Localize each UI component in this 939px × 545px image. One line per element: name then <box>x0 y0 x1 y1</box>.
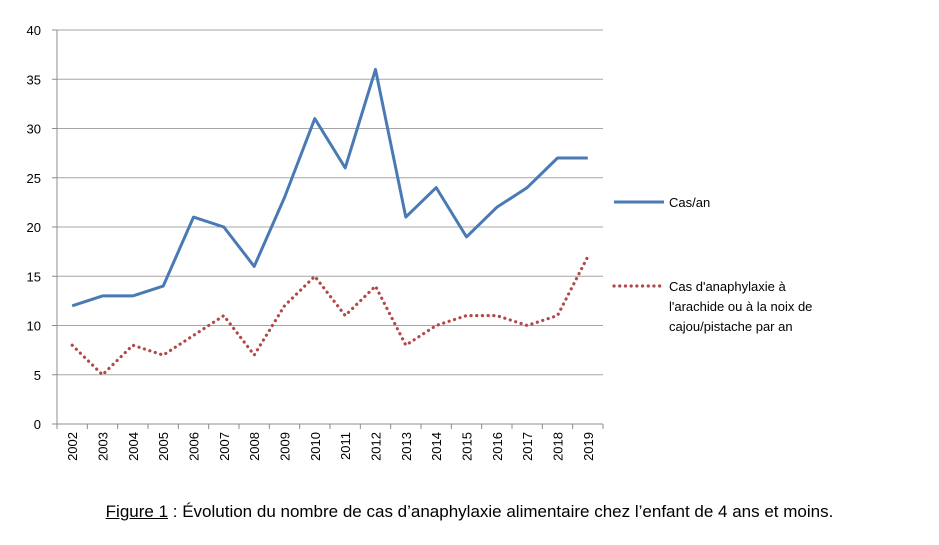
series-line-1 <box>71 67 588 308</box>
gridlines <box>57 29 603 376</box>
legend: Cas/an Cas d'anaphylaxie à l'arachide ou à… <box>612 195 812 334</box>
x-tick-label: 2005 <box>156 432 171 461</box>
x-tick-label: 2007 <box>217 432 232 461</box>
x-tick-label: 2017 <box>520 432 535 461</box>
y-tick-label: 25 <box>27 171 41 186</box>
x-tick-label: 2002 <box>65 432 80 461</box>
x-tick-label: 2003 <box>96 432 111 461</box>
y-tick-label: 30 <box>27 122 41 137</box>
x-tick-label: 2013 <box>399 432 414 461</box>
x-tick-label: 2006 <box>187 432 202 461</box>
y-tick-label: 10 <box>27 319 41 334</box>
y-tick-label: 15 <box>27 269 41 284</box>
legend-label-2: l'arachide ou à la noix de <box>669 299 812 314</box>
x-tick-label: 2008 <box>247 432 262 461</box>
series-lines <box>70 67 590 377</box>
y-tick-label: 20 <box>27 220 41 235</box>
legend-label-2: Cas d'anaphylaxie à <box>669 279 786 294</box>
x-tick-label: 2004 <box>126 432 141 461</box>
y-tick-label: 5 <box>34 368 41 383</box>
x-tick-label: 2016 <box>490 432 505 461</box>
figure-caption: Figure 1 : Évolution du nombre de cas d’… <box>0 502 939 522</box>
caption-figure-label: Figure 1 <box>105 502 169 521</box>
x-tick-label: 2018 <box>551 432 566 461</box>
series-line-2 <box>70 255 590 377</box>
y-tick-label: 40 <box>27 23 41 38</box>
x-tick-label: 2012 <box>369 432 384 461</box>
caption-text: : Évolution du nombre de cas d’anaphylax… <box>168 502 834 521</box>
x-tick-label: 2011 <box>338 432 353 460</box>
y-tick-label: 35 <box>27 72 41 87</box>
x-tick-label: 2015 <box>460 432 475 461</box>
x-tick-label: 2010 <box>308 432 323 461</box>
x-tick-label: 2014 <box>429 432 444 461</box>
x-tick-label: 2009 <box>278 432 293 461</box>
y-axis: 0 5 10 15 20 25 30 35 40 <box>27 23 58 432</box>
legend-label-2: cajou/pistache par an <box>669 319 793 334</box>
x-tick-label: 2019 <box>581 432 596 461</box>
legend-label-1: Cas/an <box>669 195 710 210</box>
y-tick-label: 0 <box>34 417 41 432</box>
x-axis: 2002 2003 2004 2005 2006 2007 2008 2009 2010 2011… <box>56 423 604 461</box>
